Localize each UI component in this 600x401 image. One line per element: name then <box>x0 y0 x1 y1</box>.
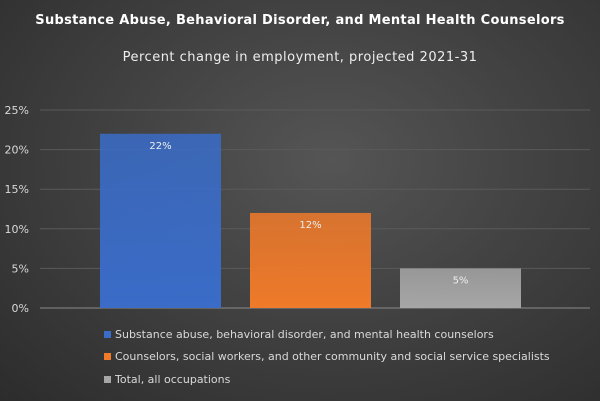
data-label: 22% <box>149 141 171 152</box>
y-tick-label: 15% <box>5 183 29 196</box>
bar <box>250 212 371 308</box>
chart-title: Substance Abuse, Behavioral Disorder, an… <box>35 13 565 28</box>
data-label: 12% <box>299 220 321 231</box>
y-tick-label: 10% <box>5 223 29 236</box>
legend-item: Counselors, social workers, and other co… <box>104 350 550 363</box>
legend-swatch <box>104 376 111 383</box>
legend-swatch <box>104 331 111 338</box>
legend-item: Total, all occupations <box>104 373 230 386</box>
y-tick-label: 20% <box>5 144 29 157</box>
legend-label: Counselors, social workers, and other co… <box>115 350 550 363</box>
bar <box>400 268 521 308</box>
y-tick-label: 25% <box>5 104 29 117</box>
y-tick-label: 5% <box>12 262 29 275</box>
data-label: 5% <box>453 275 469 286</box>
legend-label: Substance abuse, behavioral disorder, an… <box>115 328 494 341</box>
legend-label: Total, all occupations <box>115 373 231 386</box>
y-tick-label: 0% <box>12 302 29 315</box>
legend-item: Substance abuse, behavioral disorder, an… <box>104 328 494 341</box>
legend-swatch <box>104 353 111 360</box>
bar <box>100 133 221 308</box>
chart-subtitle: Percent change in employment, projected … <box>122 50 478 65</box>
